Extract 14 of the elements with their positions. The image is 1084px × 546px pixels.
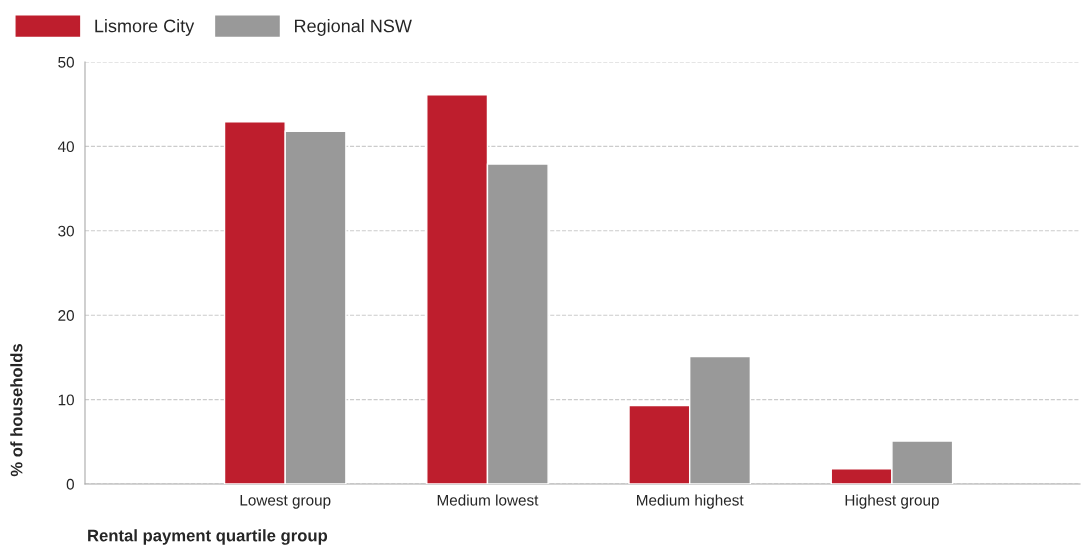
x-tick-label: Highest group <box>845 494 939 509</box>
x-tick-label: Medium lowest <box>437 494 539 506</box>
y-axis-title: % of households <box>10 344 23 477</box>
legend-label: Lismore City <box>95 19 195 36</box>
y-tick-label: 10 <box>58 394 74 406</box>
y-tick-label: 30 <box>58 225 74 237</box>
y-tick-label: 0 <box>66 478 74 490</box>
y-tick-label: 20 <box>58 310 74 321</box>
y-tick-label: 40 <box>57 141 74 153</box>
legend-label: Regional NSW <box>295 19 412 36</box>
x-axis-title: Rental payment quartile group <box>88 529 328 545</box>
y-tick-label: 50 <box>58 56 74 68</box>
x-tick-label: Medium highest <box>637 494 744 509</box>
x-tick-label: Lowest group <box>240 494 331 509</box>
